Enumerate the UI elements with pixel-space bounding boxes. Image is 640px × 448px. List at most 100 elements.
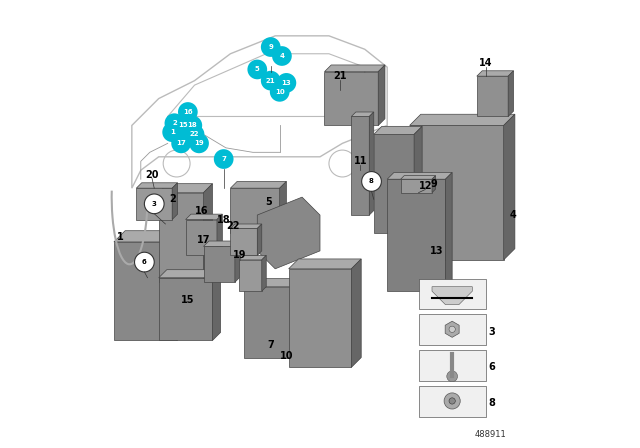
Polygon shape [477, 71, 513, 76]
Circle shape [185, 125, 204, 144]
Circle shape [189, 134, 209, 153]
Polygon shape [257, 224, 262, 255]
Polygon shape [235, 241, 240, 282]
Text: 7: 7 [221, 156, 226, 162]
Circle shape [261, 71, 280, 90]
Text: 11: 11 [353, 156, 367, 166]
Polygon shape [217, 214, 222, 255]
Text: 16: 16 [183, 109, 193, 115]
Text: 488911: 488911 [474, 430, 506, 439]
Text: 6: 6 [488, 362, 495, 372]
Text: 19: 19 [232, 250, 246, 260]
Bar [419, 314, 486, 345]
Polygon shape [230, 188, 280, 233]
Text: 22: 22 [226, 221, 239, 231]
Polygon shape [186, 220, 217, 255]
Polygon shape [159, 193, 204, 282]
Text: 10: 10 [275, 89, 285, 95]
Polygon shape [401, 176, 436, 179]
Polygon shape [114, 231, 188, 242]
Circle shape [261, 37, 280, 57]
Polygon shape [244, 279, 301, 287]
Polygon shape [351, 112, 374, 116]
Circle shape [173, 116, 193, 135]
Polygon shape [410, 114, 515, 125]
Polygon shape [262, 255, 266, 291]
Polygon shape [239, 255, 266, 260]
Polygon shape [324, 65, 385, 72]
Text: 6: 6 [142, 259, 147, 265]
Text: 15: 15 [179, 122, 188, 129]
Text: 13: 13 [429, 246, 444, 256]
Polygon shape [230, 224, 262, 228]
Polygon shape [369, 112, 374, 215]
Text: 21: 21 [333, 71, 347, 81]
Polygon shape [239, 260, 262, 291]
Circle shape [145, 194, 164, 214]
Polygon shape [445, 321, 459, 337]
Circle shape [172, 134, 191, 153]
Text: 1: 1 [170, 129, 175, 135]
Polygon shape [172, 183, 177, 220]
Text: 2: 2 [172, 120, 177, 126]
Bar [419, 350, 486, 381]
Circle shape [182, 116, 202, 135]
Polygon shape [293, 279, 301, 358]
Text: 5: 5 [255, 66, 260, 73]
Polygon shape [374, 126, 422, 134]
Polygon shape [289, 259, 361, 269]
Text: 21: 21 [266, 78, 276, 84]
Polygon shape [186, 214, 222, 220]
Circle shape [178, 102, 198, 122]
Text: 8: 8 [369, 178, 374, 185]
Polygon shape [401, 179, 432, 193]
Text: 12: 12 [419, 181, 432, 191]
Text: 9: 9 [431, 179, 438, 189]
Text: 17: 17 [176, 140, 186, 146]
Polygon shape [159, 278, 212, 340]
Polygon shape [378, 65, 385, 125]
Polygon shape [504, 114, 515, 260]
Text: 4: 4 [280, 53, 284, 59]
Circle shape [214, 149, 234, 169]
Circle shape [164, 113, 184, 133]
Text: 8: 8 [488, 398, 495, 408]
Text: 9: 9 [268, 44, 273, 50]
Polygon shape [351, 116, 369, 215]
Text: 4: 4 [509, 210, 516, 220]
Polygon shape [324, 72, 378, 125]
Text: 7: 7 [268, 340, 274, 350]
Text: 19: 19 [194, 140, 204, 146]
Text: 13: 13 [282, 80, 291, 86]
Polygon shape [136, 183, 177, 188]
Text: 3: 3 [152, 201, 157, 207]
Circle shape [449, 326, 455, 332]
Bar [419, 386, 486, 417]
Polygon shape [114, 242, 177, 340]
Polygon shape [212, 270, 221, 340]
Polygon shape [257, 197, 320, 269]
Polygon shape [204, 246, 235, 282]
Polygon shape [159, 184, 212, 193]
Polygon shape [280, 181, 287, 233]
Polygon shape [477, 76, 508, 116]
Text: 3: 3 [488, 327, 495, 336]
Polygon shape [445, 172, 452, 291]
Polygon shape [177, 231, 188, 340]
Circle shape [444, 393, 460, 409]
Circle shape [362, 172, 381, 191]
Text: 18: 18 [188, 122, 197, 129]
Text: 2: 2 [170, 194, 177, 204]
Polygon shape [387, 179, 445, 291]
Polygon shape [432, 176, 436, 193]
Text: 10: 10 [280, 351, 293, 361]
Text: 18: 18 [217, 215, 230, 224]
Polygon shape [414, 126, 422, 233]
Polygon shape [508, 71, 513, 116]
Polygon shape [410, 125, 504, 260]
Bar [419, 279, 486, 309]
Text: 17: 17 [196, 235, 211, 245]
Circle shape [276, 73, 296, 93]
Text: 16: 16 [195, 206, 208, 215]
Circle shape [248, 60, 267, 79]
